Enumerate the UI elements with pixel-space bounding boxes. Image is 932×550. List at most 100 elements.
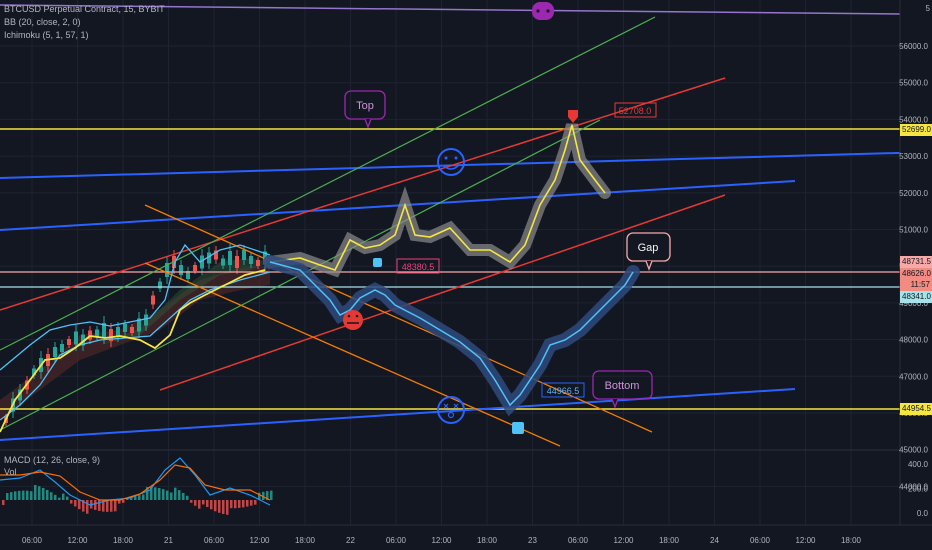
time-tick-label: 06:00 — [386, 536, 407, 545]
candle-body — [67, 339, 71, 345]
candle-body — [228, 251, 232, 265]
macd-bar — [14, 491, 17, 500]
green-channel-upper[interactable] — [0, 16, 656, 351]
candle-body — [74, 331, 78, 345]
red-channel-lower[interactable] — [159, 194, 726, 391]
macd-bar — [2, 500, 5, 505]
macd-bar — [30, 491, 33, 500]
macd-bar — [42, 487, 45, 500]
time-tick-label: 18:00 — [477, 536, 498, 545]
ichimoku-cloud-green — [100, 258, 270, 345]
macd-bar — [162, 489, 165, 500]
gap-callout-text: Gap — [638, 242, 659, 254]
candle-body — [144, 314, 148, 326]
top-callout[interactable] — [344, 90, 386, 129]
candle-body — [207, 252, 211, 264]
bottom-callout[interactable] — [592, 370, 653, 409]
symbol-legend[interactable]: BTCUSD Perpetual Contract, 15, BYBIT — [4, 4, 165, 14]
macd-bar — [214, 500, 217, 512]
candle-body — [116, 327, 120, 337]
time-tick-label: 18:00 — [295, 536, 316, 545]
vol-legend[interactable]: Vol — [4, 467, 17, 477]
macd-legend[interactable]: MACD (12, 26, close, 9) — [4, 455, 101, 465]
price-high-label: 52708.0 — [619, 106, 652, 116]
time-tick-label: 12:00 — [613, 536, 634, 545]
macd-bar — [34, 485, 37, 500]
bb-legend[interactable]: BB (20, close, 2, 0) — [4, 17, 81, 27]
time-tick-label: 06:00 — [568, 536, 589, 545]
price-tag-red-line: 48731.5 — [900, 256, 932, 268]
price-tick-label: 54000.0 — [899, 115, 928, 124]
macd-bar — [182, 492, 185, 500]
price-tick-label: 51000.0 — [899, 226, 928, 235]
gap-callout[interactable] — [626, 232, 671, 271]
candle-body — [32, 368, 36, 376]
time-tick-label: 23 — [528, 536, 537, 545]
candle-body — [249, 256, 253, 264]
candle-body — [200, 255, 204, 269]
price-low-box[interactable] — [541, 382, 585, 398]
top-callout-text: Top — [356, 100, 374, 112]
macd-bar — [234, 500, 237, 509]
macd-bar — [102, 500, 105, 512]
price-mid-label: 48380.5 — [402, 262, 435, 272]
time-tick-label: 18:00 — [841, 536, 862, 545]
price-tick-label: 44000.0 — [899, 482, 928, 491]
macd-bar — [10, 492, 13, 500]
blue-trend-lower[interactable] — [0, 388, 796, 441]
macd-bar — [98, 500, 101, 511]
macd-axis-ticks: 400.0 200.0 0.0 — [908, 460, 929, 518]
macd-bar — [174, 487, 177, 500]
price-high-box[interactable] — [614, 102, 657, 118]
candle-body — [60, 344, 64, 352]
time-tick-label: 21 — [164, 536, 173, 545]
macd-bar — [106, 500, 109, 512]
macd-bar — [146, 487, 149, 500]
orange-channel-lower[interactable] — [144, 262, 561, 447]
candle-body — [214, 250, 218, 260]
sell-arrow-icon[interactable] — [568, 110, 578, 123]
projection-blue — [269, 261, 634, 407]
price-tag-countdown: 11:57 — [900, 279, 932, 291]
devil-emoji-icon[interactable] — [532, 2, 554, 20]
ichimoku-legend[interactable]: Ichimoku (5, 1, 57, 1) — [4, 30, 89, 40]
macd-bar — [150, 487, 153, 500]
macd-bar — [74, 500, 77, 507]
price-tick-label: 52000.0 — [899, 189, 928, 198]
angry-emoji-icon[interactable] — [343, 310, 363, 330]
candle-body — [53, 347, 57, 357]
price-mid-box[interactable] — [396, 258, 440, 274]
orange-channel-upper[interactable] — [144, 204, 653, 433]
candle-body — [18, 389, 22, 401]
macd-bar — [258, 492, 261, 500]
time-axis[interactable] — [0, 525, 932, 550]
macd-bar — [166, 490, 169, 500]
red-channel-upper[interactable] — [0, 77, 726, 311]
candle-body — [88, 330, 92, 340]
dizzy-emoji-icon[interactable] — [437, 396, 465, 424]
macd-tick-label: 0.0 — [917, 509, 929, 518]
macd-bar — [242, 500, 245, 508]
macd-bar — [262, 491, 265, 500]
thumbs-up-icon[interactable] — [512, 422, 524, 434]
macd-bar — [206, 500, 209, 507]
thumbs-up-small-icon[interactable] — [373, 258, 382, 267]
macd-bar — [78, 500, 81, 510]
purple-top-line[interactable] — [0, 4, 901, 15]
macd-bar — [198, 500, 201, 509]
macd-bar — [202, 500, 205, 505]
macd-bar — [230, 500, 233, 509]
macd-bar — [246, 500, 249, 507]
macd-bar — [222, 500, 225, 514]
macd-bar — [178, 490, 181, 500]
price-tag-top-line: 52699.0 — [900, 124, 932, 136]
smile-emoji-icon[interactable] — [437, 148, 465, 176]
candle-body — [95, 329, 99, 337]
bottom-callout-text: Bottom — [605, 380, 640, 392]
macd-bar — [94, 500, 97, 510]
blue-trend-mid[interactable] — [0, 180, 796, 231]
blue-trend-upper[interactable] — [0, 151, 932, 179]
macd-bar — [50, 492, 53, 500]
macd-bar — [26, 490, 29, 500]
